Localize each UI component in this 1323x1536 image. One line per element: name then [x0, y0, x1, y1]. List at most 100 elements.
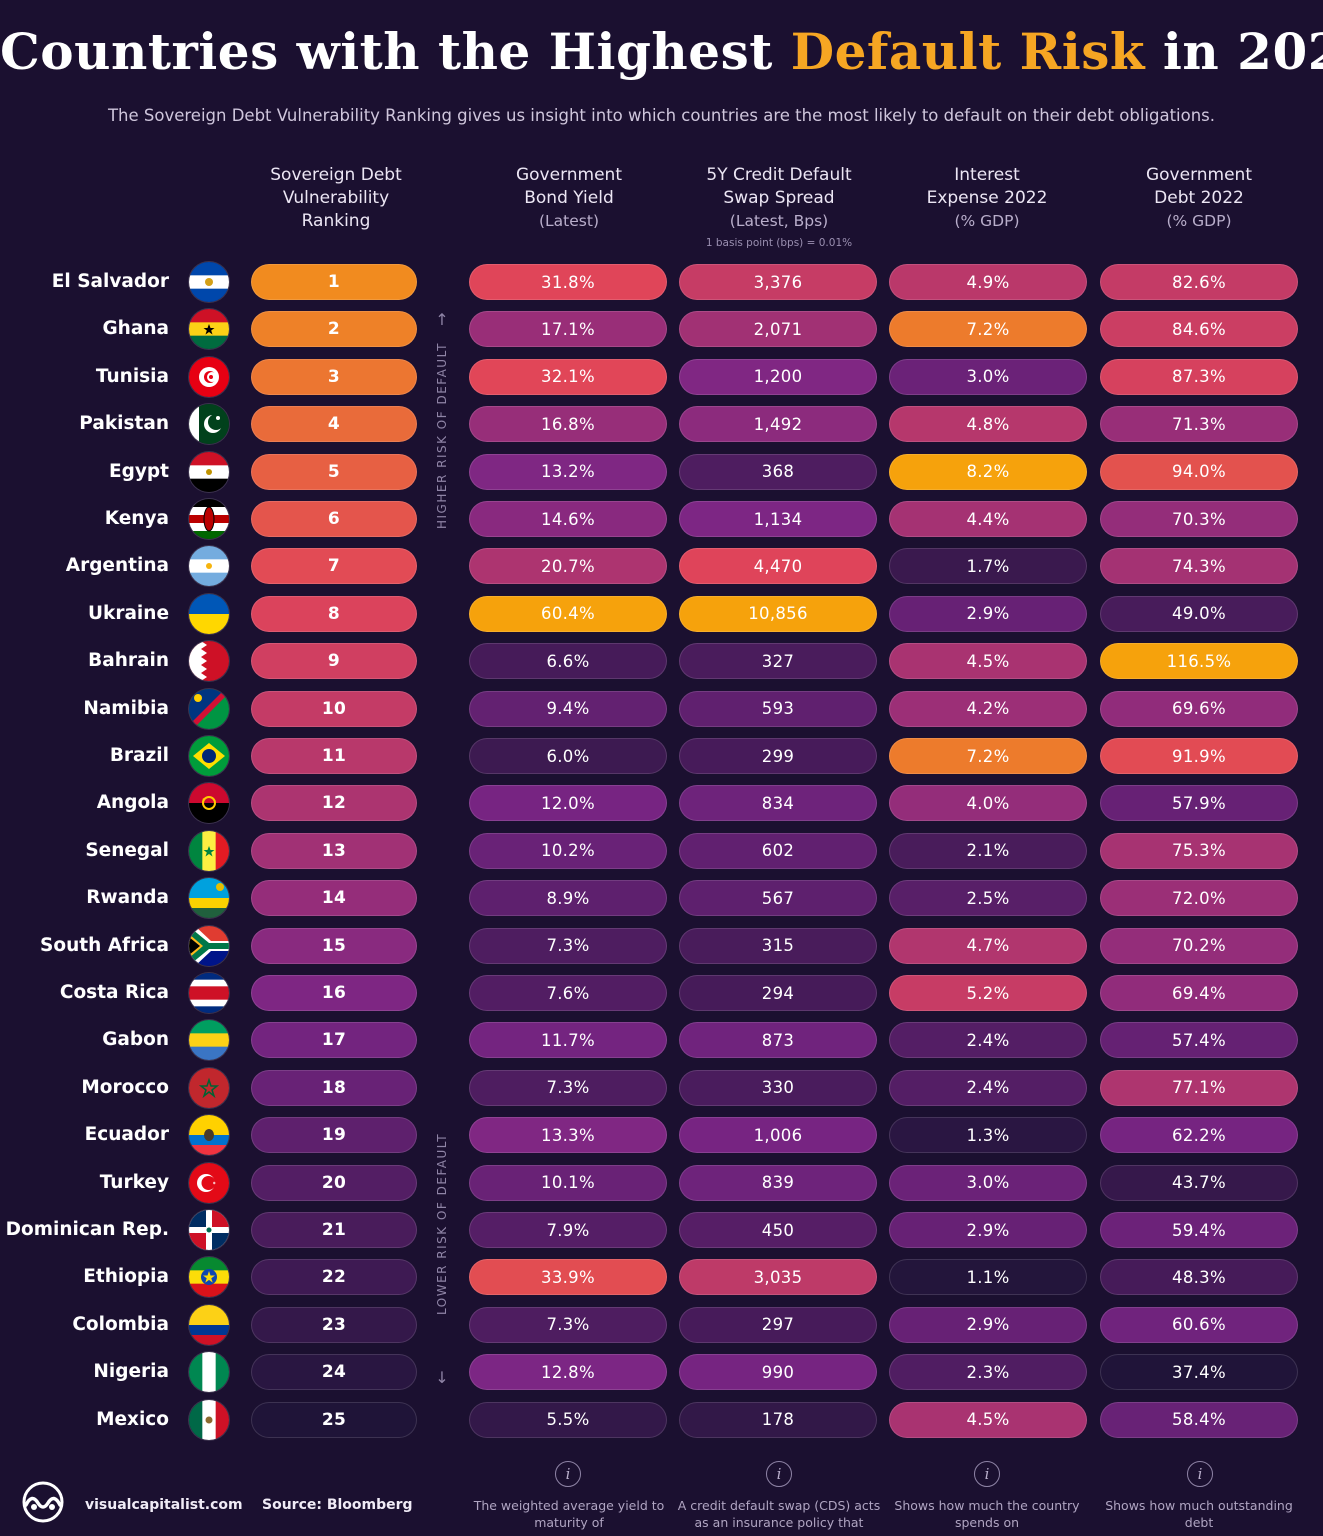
interest-value-pill: 1.3% [889, 1117, 1087, 1154]
rank-pill: 21 [251, 1212, 417, 1248]
cds-value-pill: 593 [679, 690, 877, 727]
interest-value-pill: 4.8% [889, 406, 1087, 443]
debt-value-pill: 69.4% [1100, 975, 1298, 1011]
arrow-up-icon: ↑ [435, 310, 449, 329]
debt-value-pill: 43.7% [1100, 1164, 1298, 1201]
interest-value-pill: 2.9% [889, 595, 1087, 632]
debt-value-pill: 69.6% [1100, 690, 1298, 727]
interest-value-pill: 4.2% [889, 690, 1087, 727]
dominican-rep-flag-icon [189, 1210, 229, 1250]
bond-value-pill: 14.6% [469, 501, 667, 537]
turkey-flag-icon [189, 1162, 229, 1203]
country-name: Argentina [65, 555, 169, 577]
rank-pill: 24 [251, 1354, 417, 1391]
cds-value-pill: 1,200 [679, 358, 877, 395]
cds-value-pill: 567 [679, 880, 877, 917]
country-name: Ecuador [84, 1124, 169, 1146]
egypt-flag-icon [189, 451, 229, 492]
interest-value-pill: 5.2% [889, 975, 1087, 1011]
country-name: Gabon [102, 1029, 169, 1051]
bond-value-pill: 12.0% [469, 785, 667, 822]
colombia-flag-icon [189, 1304, 229, 1345]
country-name: Ukraine [88, 602, 169, 624]
rank-pill: 6 [251, 501, 417, 537]
cds-value-pill: 10,856 [679, 595, 877, 632]
rank-pill: 2 [251, 311, 417, 348]
cds-value-pill: 3,035 [679, 1259, 877, 1296]
rank-pill: 9 [251, 643, 417, 680]
mexico-flag-icon [189, 1399, 229, 1440]
interest-value-pill: 2.4% [889, 1022, 1087, 1059]
footnote-government-debt: Shows how much outstanding debt [1105, 1498, 1293, 1530]
country-name: Mexico [96, 1408, 169, 1430]
debt-value-pill: 59.4% [1100, 1212, 1298, 1248]
interest-value-pill: 4.7% [889, 927, 1087, 964]
column-header-rank: Sovereign Debt Vulnerability Ranking [270, 165, 402, 231]
rank-pill: 5 [251, 453, 417, 490]
column-header-bond-yield: Government Bond Yield (Latest) [515, 165, 623, 230]
title-highlight: Default Risk [790, 22, 1146, 81]
debt-value-pill: 82.6% [1100, 264, 1298, 300]
interest-value-pill: 3.0% [889, 1164, 1087, 1201]
debt-value-pill: 70.3% [1100, 501, 1298, 537]
bond-value-pill: 6.0% [469, 738, 667, 774]
debt-value-pill: 77.1% [1100, 1069, 1298, 1106]
info-icon[interactable]: i [974, 1461, 1000, 1487]
interest-value-pill: 2.9% [889, 1212, 1087, 1248]
rank-pill: 13 [251, 832, 417, 869]
debt-value-pill: 74.3% [1100, 548, 1298, 585]
bond-value-pill: 7.3% [469, 927, 667, 964]
interest-value-pill: 4.5% [889, 643, 1087, 680]
cds-value-pill: 294 [679, 975, 877, 1011]
country-name: Nigeria [93, 1361, 169, 1383]
bond-value-pill: 6.6% [469, 643, 667, 680]
bond-value-pill: 12.8% [469, 1354, 667, 1391]
country-name: Egypt [108, 460, 169, 482]
bond-value-pill: 16.8% [469, 406, 667, 443]
info-icon[interactable]: i [766, 1461, 792, 1487]
country-name: El Salvador [51, 271, 169, 292]
debt-value-pill: 72.0% [1100, 880, 1298, 917]
info-icon[interactable]: i [555, 1461, 581, 1487]
rank-pill: 11 [251, 738, 417, 774]
rank-pill: 23 [251, 1306, 417, 1343]
pakistan-flag-icon [189, 404, 229, 445]
cds-value-pill: 873 [679, 1022, 877, 1059]
rank-pill: 1 [251, 264, 417, 300]
country-name: Senegal [85, 839, 169, 861]
ukraine-flag-icon [189, 593, 229, 634]
column-header-cds-spread: 5Y Credit Default Swap Spread (Latest, Bps… [674, 164, 884, 253]
bond-value-pill: 20.7% [469, 548, 667, 585]
country-name: Ghana [102, 318, 170, 340]
bahrain-flag-icon [189, 641, 229, 682]
cds-value-pill: 368 [679, 453, 877, 490]
bond-value-pill: 32.1% [469, 358, 667, 395]
rank-pill: 7 [251, 548, 417, 585]
interest-value-pill: 4.4% [889, 501, 1087, 537]
debt-value-pill: 87.3% [1100, 358, 1298, 395]
footnote-bond-yield: The weighted average yield to maturity o… [473, 1498, 665, 1530]
ghana-flag-icon [189, 309, 229, 350]
debt-value-pill: 116.5% [1100, 643, 1298, 680]
rank-pill: 18 [251, 1069, 417, 1106]
footnote-cds-spread: A credit default swap (CDS) acts as an i… [677, 1498, 881, 1530]
column-header-government-debt: Government Debt 2022 (% GDP) [1145, 165, 1253, 230]
country-name: Tunisia [95, 365, 169, 387]
cds-value-pill: 834 [679, 785, 877, 822]
bond-value-pill: 7.3% [469, 1069, 667, 1106]
interest-value-pill: 7.2% [889, 738, 1087, 774]
cds-value-pill: 178 [679, 1401, 877, 1438]
debt-value-pill: 94.0% [1100, 453, 1298, 490]
rank-pill: 4 [251, 406, 417, 443]
bond-value-pill: 7.3% [469, 1306, 667, 1343]
debt-value-pill: 57.9% [1100, 785, 1298, 822]
country-name: South Africa [40, 934, 169, 956]
debt-value-pill: 84.6% [1100, 311, 1298, 348]
visual-capitalist-logo-icon [22, 1481, 64, 1523]
info-icon[interactable]: i [1187, 1461, 1213, 1487]
namibia-flag-icon [189, 688, 229, 729]
debt-value-pill: 49.0% [1100, 595, 1298, 632]
country-name: Brazil [109, 745, 169, 766]
cds-value-pill: 315 [679, 927, 877, 964]
cds-value-pill: 450 [679, 1212, 877, 1248]
